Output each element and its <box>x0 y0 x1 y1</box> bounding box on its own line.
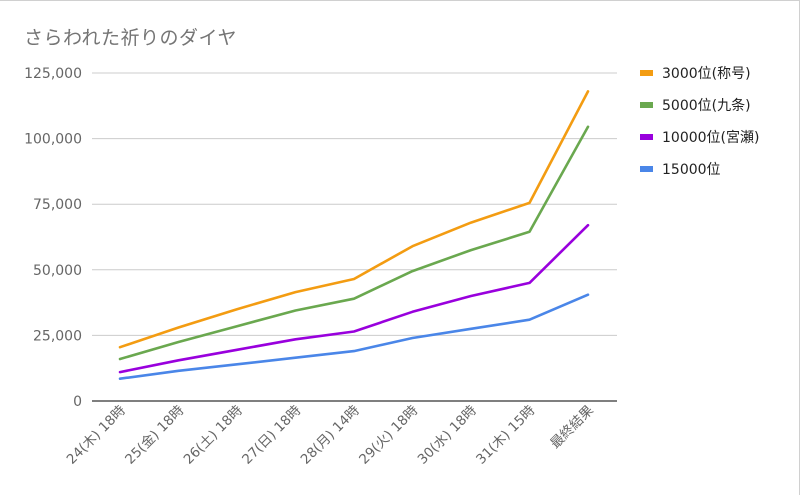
x-tick-label: 31(木) 15時 <box>473 402 539 468</box>
series-line <box>118 125 590 361</box>
x-tick-label: 25(金) 18時 <box>122 402 188 468</box>
y-tick-label: 100,000 <box>24 132 82 148</box>
legend-swatch <box>640 166 653 172</box>
y-tick-label: 25,000 <box>33 328 82 344</box>
legend-label: 5000位(九条) <box>662 98 751 114</box>
legend-item: 10000位(宮瀬) <box>640 125 759 149</box>
legend-item: 3000位(称号) <box>640 61 759 85</box>
y-tick-label: 125,000 <box>24 66 82 82</box>
legend-swatch <box>640 134 653 140</box>
y-axis-tick-labels: 0 25,000 50,000 75,000 100,000 125,000 <box>24 66 82 410</box>
y-tick-label: 50,000 <box>33 263 82 279</box>
legend-label: 3000位(称号) <box>662 66 751 82</box>
legend-swatch <box>640 102 653 108</box>
legend-label: 10000位(宮瀬) <box>662 130 760 146</box>
series-lines <box>118 90 590 381</box>
legend-item: 15000位 <box>640 157 759 181</box>
chart-title: さらわれた祈りのダイヤ <box>24 27 237 49</box>
series-line <box>118 293 590 381</box>
series-line <box>118 223 590 374</box>
x-tick-label: 27(日) 18時 <box>239 402 305 468</box>
y-tick-label: 0 <box>73 394 82 410</box>
x-tick-label: 26(土) 18時 <box>181 402 247 468</box>
y-tick-label: 75,000 <box>33 197 82 213</box>
x-tick-label: 最終結果 <box>547 402 597 452</box>
x-tick-label: 24(木) 18時 <box>64 402 130 468</box>
series-line <box>118 90 590 349</box>
x-tick-label: 29(火) 18時 <box>356 402 422 468</box>
x-tick-label: 30(水) 18時 <box>415 402 481 468</box>
legend-item: 5000位(九条) <box>640 93 759 117</box>
x-tick-label: 28(月) 14時 <box>298 402 364 468</box>
legend-swatch <box>640 70 653 76</box>
legend-label: 15000位 <box>662 162 721 178</box>
legend: 3000位(称号) 5000位(九条) 10000位(宮瀬) 15000位 <box>640 61 759 189</box>
